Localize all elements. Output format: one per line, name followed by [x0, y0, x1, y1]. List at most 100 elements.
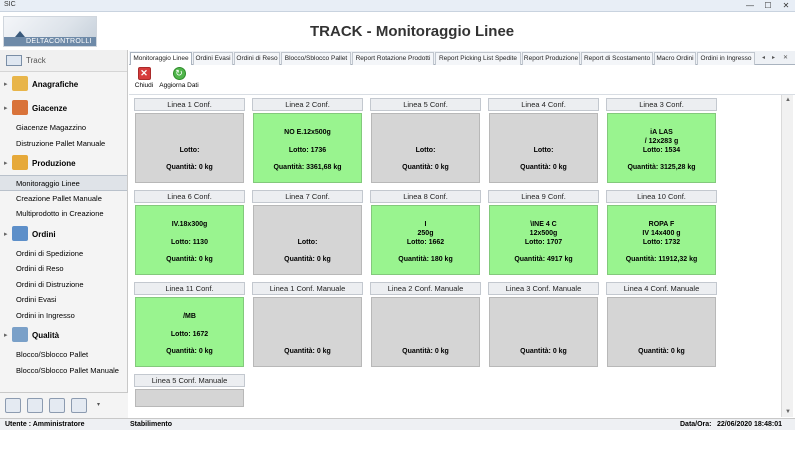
sidebar-group-3[interactable]: ▸ Ordini: [0, 222, 127, 246]
line-panel[interactable]: Linea 9 Conf. \INE 4 C 12x500g Lotto: 1707…: [488, 190, 599, 276]
tab-item[interactable]: Ordini in Ingresso: [697, 52, 755, 65]
line-status-box: Lotto: Quantità: 0 kg: [489, 113, 598, 183]
tab-item[interactable]: Ordini Evasi: [193, 52, 233, 65]
refresh-button[interactable]: ↻ Aggiorna Dati: [157, 67, 201, 89]
line-quantity: Quantità: 0 kg: [166, 348, 213, 355]
line-lotto: Lotto:: [297, 239, 318, 246]
scroll-up-icon[interactable]: ▲: [785, 97, 791, 103]
sidebar-group-0[interactable]: ▸ Anagrafiche: [0, 72, 127, 96]
line-status-box: \INE 4 C 12x500g Lotto: 1707 Quantità: 491…: [489, 205, 598, 275]
sidebar-group-2[interactable]: ▸ Produzione: [0, 151, 127, 175]
sidebar-item[interactable]: Ordini di Distruzione: [16, 279, 84, 289]
tab-item[interactable]: Report Rotazione Prodotti: [352, 52, 434, 65]
maximize-button[interactable]: ☐: [764, 1, 772, 10]
line-quantity: Quantità: 3361,68 kg: [273, 164, 342, 171]
sidebar-item[interactable]: Blocco/Sblocco Pallet Manuale: [16, 365, 119, 375]
line-lotto: Lotto: 1534: [642, 147, 681, 154]
collapse-icon[interactable]: ▸: [4, 160, 8, 167]
tab-prev-icon[interactable]: ◂: [762, 55, 766, 61]
tab-item[interactable]: Blocco/Sblocco Pallet: [281, 52, 351, 65]
line-product: I 250g: [417, 221, 434, 237]
line-quantity: Quantità: 180 kg: [398, 256, 453, 263]
sidebar-group-1[interactable]: ▸ Giacenze: [0, 96, 127, 120]
sidebar-item[interactable]: Giacenze Magazzino: [16, 123, 87, 132]
scroll-down-icon[interactable]: ▼: [785, 409, 791, 415]
checklist-icon[interactable]: [27, 398, 43, 413]
window-titlebar: SIC — ☐ ✕: [0, 0, 795, 12]
close-window-button[interactable]: ✕: [782, 1, 790, 10]
tab-strip: Monitoraggio Linee Ordini Evasi Ordini di …: [129, 51, 795, 66]
line-lotto: Lotto: 1672: [170, 331, 209, 338]
line-panel[interactable]: Linea 3 Conf. Manuale Quantità: 0 kg: [488, 282, 599, 368]
add-document-icon[interactable]: [49, 398, 65, 413]
line-product: NO E.12x500g: [284, 129, 331, 136]
sidebar-item[interactable]: Ordini di Spedizione: [16, 248, 84, 258]
tab-item[interactable]: Report di Scostamento: [581, 52, 653, 65]
line-panel[interactable]: Linea 1 Conf. Lotto: Quantità: 0 kg: [134, 98, 245, 184]
sidebar-item[interactable]: Creazione Pallet Manuale: [16, 193, 102, 203]
line-status-box: Lotto: Quantità: 0 kg: [135, 113, 244, 183]
line-panel[interactable]: Linea 10 Conf. ROPA F IV 14x400 g Lotto: 1…: [606, 190, 717, 276]
line-panel[interactable]: Linea 1 Conf. Manuale Quantità: 0 kg: [252, 282, 363, 368]
line-panel[interactable]: Linea 2 Conf. Manuale Quantità: 0 kg: [370, 282, 481, 368]
line-panel[interactable]: Linea 5 Conf. Lotto: Quantità: 0 kg: [370, 98, 481, 184]
collapse-icon[interactable]: ▸: [4, 332, 8, 339]
tab-next-icon[interactable]: ▸: [772, 55, 776, 61]
logo-text: DELTACONTROLLI: [26, 38, 92, 45]
line-lotto: Lotto: 1707: [524, 239, 563, 246]
tab-item[interactable]: Ordini di Reso: [234, 52, 280, 65]
line-status-box: ROPA F IV 14x400 g Lotto: 1732 Quantità: 1…: [607, 205, 716, 275]
sidebar-menu: ▸ Anagrafiche ▸ Giacenze Giacenze Magazzino D…: [0, 72, 127, 378]
chevron-down-icon[interactable]: ▾: [97, 402, 101, 408]
sidebar-group-4[interactable]: ▸ Qualità: [0, 323, 127, 347]
sidebar-item[interactable]: Ordini in Ingresso: [16, 310, 75, 320]
line-product: IV.18x300g: [171, 221, 208, 228]
line-panel[interactable]: Linea 5 Conf. Manuale: [134, 374, 245, 460]
line-panel-title: Linea 3 Conf.: [606, 98, 717, 111]
page-title: TRACK - Monitoraggio Linee: [310, 23, 515, 40]
list-icon[interactable]: [5, 398, 21, 413]
line-panel-title: Linea 5 Conf. Manuale: [134, 374, 245, 387]
line-panel-title: Linea 1 Conf. Manuale: [252, 282, 363, 295]
sidebar-header-label: Track: [26, 56, 46, 65]
line-panel[interactable]: Linea 7 Conf. Lotto: Quantità: 0 kg: [252, 190, 363, 276]
line-panel[interactable]: Linea 6 Conf. IV.18x300g Lotto: 1130 Quanti…: [134, 190, 245, 276]
sidebar-item[interactable]: Ordini Evasi: [16, 295, 57, 304]
line-quantity: Quantità: 0 kg: [402, 164, 449, 171]
sidebar-item[interactable]: Monitoraggio Linee: [0, 175, 127, 191]
close-button[interactable]: ✕ Chiudi: [133, 67, 155, 89]
app-header: DELTACONTROLLI TRACK - Monitoraggio Line…: [0, 12, 795, 50]
line-panel[interactable]: Linea 8 Conf. I 250g Lotto: 1662 Quantità: …: [370, 190, 481, 276]
tab-item[interactable]: Macro Ordini: [654, 52, 696, 65]
tab-close-icon[interactable]: ✕: [783, 55, 789, 61]
tab-item[interactable]: Monitoraggio Linee: [130, 52, 192, 66]
sidebar-item[interactable]: Ordini di Reso: [16, 264, 64, 273]
line-status-box: /MB Lotto: 1672 Quantità: 0 kg: [135, 297, 244, 367]
line-panel-title: Linea 5 Conf.: [370, 98, 481, 111]
line-panel[interactable]: Linea 11 Conf. /MB Lotto: 1672 Quantità: 0 …: [134, 282, 245, 368]
line-panel[interactable]: Linea 4 Conf. Manuale Quantità: 0 kg: [606, 282, 717, 368]
collapse-icon[interactable]: ▸: [4, 81, 8, 88]
line-lotto: Lotto: 1732: [642, 239, 681, 246]
collapse-icon[interactable]: ▸: [4, 105, 8, 112]
status-bar: Utente : Amministratore Stabilimento Dat…: [0, 418, 795, 430]
line-quantity: Quantità: 0 kg: [284, 256, 331, 263]
line-panel[interactable]: Linea 3 Conf. iA LAS / 12x283 g Lotto: 153…: [606, 98, 717, 184]
tab-item[interactable]: Report Produzione: [522, 52, 580, 65]
sidebar-item[interactable]: Multiprodotto in Creazione: [16, 209, 104, 218]
close-icon: ✕: [137, 67, 151, 80]
line-lotto: Lotto: 1662: [406, 239, 445, 246]
line-panel[interactable]: Linea 2 Conf. NO E.12x500g Lotto: 1736 Quan…: [252, 98, 363, 184]
sidebar-item[interactable]: Blocco/Sblocco Pallet: [16, 350, 89, 359]
tools-icon[interactable]: [71, 398, 87, 413]
vertical-scrollbar[interactable]: ▲ ▼: [781, 95, 793, 417]
tab-item[interactable]: Report Picking List Spedite: [435, 52, 521, 65]
sidebar-group-label: Giacenze: [32, 104, 68, 113]
line-quantity: Quantità: 3125,28 kg: [627, 164, 696, 171]
line-panel-title: Linea 3 Conf. Manuale: [488, 282, 599, 295]
sidebar-item[interactable]: Distruzione Pallet Manuale: [16, 138, 106, 148]
collapse-icon[interactable]: ▸: [4, 230, 8, 238]
sidebar-header[interactable]: Track: [0, 50, 127, 72]
line-panel[interactable]: Linea 4 Conf. Lotto: Quantità: 0 kg: [488, 98, 599, 184]
minimize-button[interactable]: —: [746, 1, 754, 10]
